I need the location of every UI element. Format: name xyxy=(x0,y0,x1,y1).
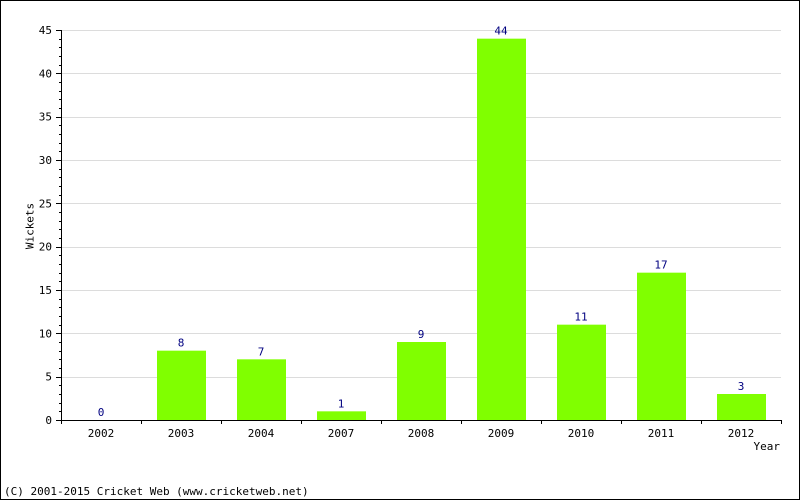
y-tick-label: 25 xyxy=(39,197,52,210)
y-tick-label: 40 xyxy=(39,67,52,80)
data-label: 17 xyxy=(654,259,667,272)
data-label: 3 xyxy=(738,380,745,393)
y-tick-label: 15 xyxy=(39,284,52,297)
x-tick-label: 2003 xyxy=(168,427,195,440)
x-tick-label: 2009 xyxy=(488,427,515,440)
copyright-footer: (C) 2001-2015 Cricket Web (www.cricketwe… xyxy=(4,485,309,498)
data-label: 44 xyxy=(494,25,508,38)
bar-2007 xyxy=(317,411,366,420)
y-tick-label: 5 xyxy=(45,371,52,384)
x-tick-label: 2012 xyxy=(728,427,755,440)
bar-2010 xyxy=(557,324,606,420)
data-label: 7 xyxy=(258,345,265,358)
y-axis-label: Wickets xyxy=(23,202,37,250)
x-tick-label: 2007 xyxy=(328,427,355,440)
bar-2012 xyxy=(717,394,766,420)
data-label: 11 xyxy=(574,311,587,324)
bar-2004 xyxy=(237,359,286,420)
y-tick-label: 0 xyxy=(45,414,52,427)
x-tick-label: 2008 xyxy=(408,427,435,440)
x-tick-label: 2011 xyxy=(648,427,675,440)
bar-2003 xyxy=(157,350,206,420)
y-tick-label: 10 xyxy=(39,327,52,340)
data-label: 9 xyxy=(418,328,425,341)
bar-2011 xyxy=(637,272,686,420)
y-tick-label: 20 xyxy=(39,241,52,254)
x-axis-label: Year xyxy=(753,440,781,453)
y-tick-label: 30 xyxy=(39,154,52,167)
x-tick-label: 2010 xyxy=(568,427,595,440)
bar-2009 xyxy=(477,38,526,421)
data-label: 1 xyxy=(338,397,345,410)
y-tick-label: 45 xyxy=(39,24,52,37)
data-label: 0 xyxy=(98,406,105,419)
data-label: 8 xyxy=(178,337,185,350)
y-tick-label: 35 xyxy=(39,111,52,124)
x-tick-label: 2002 xyxy=(88,427,115,440)
bar-2008 xyxy=(397,342,446,420)
x-tick-label: 2004 xyxy=(248,427,275,440)
